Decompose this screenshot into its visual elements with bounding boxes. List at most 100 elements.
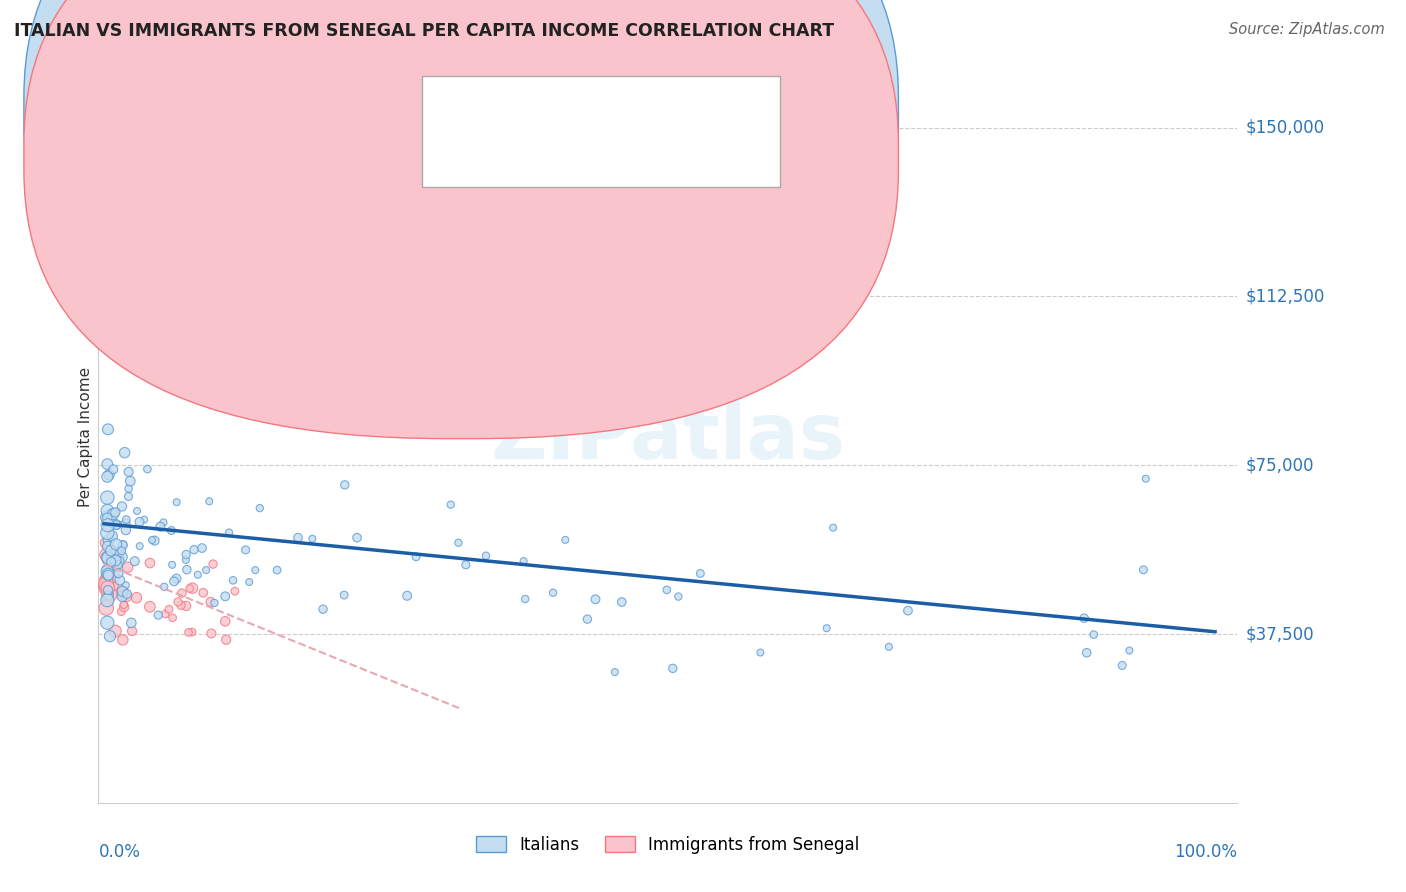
Point: [117, 465, 139, 479]
Point: [111, 549, 134, 564]
Point: [97, 567, 120, 582]
Point: [125, 591, 148, 605]
Text: 51: 51: [650, 148, 678, 166]
Text: 100.0%: 100.0%: [1174, 843, 1237, 861]
Point: [97, 518, 120, 533]
Point: [1132, 563, 1154, 577]
Point: [97, 540, 120, 554]
Point: [166, 495, 188, 509]
Point: [585, 592, 607, 607]
Point: [515, 591, 537, 606]
Point: [447, 535, 470, 549]
Point: [454, 558, 477, 572]
Point: [104, 553, 127, 567]
Text: 0.0%: 0.0%: [98, 843, 141, 861]
Point: [200, 626, 222, 640]
Point: [238, 575, 260, 590]
Point: [97, 587, 120, 601]
Point: [179, 582, 201, 596]
Point: [97, 533, 120, 548]
Text: $75,000: $75,000: [1246, 456, 1315, 475]
Point: [176, 563, 198, 577]
Point: [96, 470, 118, 484]
Point: [108, 573, 131, 587]
Point: [125, 504, 148, 518]
Text: 132: 132: [650, 102, 683, 120]
Point: [301, 532, 323, 546]
Point: [108, 549, 131, 564]
Point: [100, 555, 122, 569]
Point: [440, 498, 463, 512]
Point: [333, 478, 356, 492]
Point: [139, 556, 162, 570]
Point: [97, 582, 120, 597]
Point: [101, 578, 124, 592]
Point: [134, 512, 156, 526]
Point: [100, 506, 122, 520]
Point: [112, 599, 135, 614]
Point: [235, 542, 257, 557]
Point: [183, 542, 205, 557]
FancyBboxPatch shape: [24, 0, 898, 439]
Point: [823, 521, 845, 535]
Point: [249, 501, 271, 516]
Point: [117, 560, 139, 574]
Point: [103, 569, 125, 583]
Point: [114, 516, 136, 531]
Point: [98, 467, 121, 482]
Point: [174, 548, 197, 562]
Point: [96, 525, 118, 540]
Point: [103, 462, 125, 476]
Point: [97, 592, 120, 607]
Point: [96, 491, 118, 505]
FancyBboxPatch shape: [24, 0, 898, 392]
Point: [97, 422, 120, 436]
Point: [214, 615, 236, 629]
Point: [346, 531, 368, 545]
Point: [111, 500, 134, 514]
Point: [96, 457, 118, 471]
Point: [111, 538, 134, 552]
Point: [111, 589, 134, 603]
Text: R =: R =: [488, 148, 527, 166]
Point: [749, 646, 772, 660]
Point: [97, 589, 120, 603]
Point: [405, 549, 427, 564]
Point: [115, 523, 138, 537]
Point: [554, 533, 576, 547]
Point: [152, 516, 174, 530]
Y-axis label: Per Capita Income: Per Capita Income: [77, 367, 93, 508]
Point: [579, 246, 602, 260]
Point: [108, 545, 131, 559]
Point: [114, 445, 136, 459]
Point: [124, 554, 146, 568]
Point: [245, 563, 267, 577]
Point: [1083, 627, 1105, 641]
Legend: Italians, Immigrants from Senegal: Italians, Immigrants from Senegal: [470, 829, 866, 860]
Point: [128, 539, 150, 553]
Point: [685, 368, 707, 383]
Point: [215, 632, 238, 647]
Point: [174, 599, 197, 613]
Point: [96, 572, 118, 586]
Point: [96, 548, 118, 562]
Point: [112, 598, 135, 612]
Text: -0.195: -0.195: [533, 148, 591, 166]
Point: [96, 510, 118, 524]
Point: [128, 515, 150, 529]
Point: [610, 595, 633, 609]
Point: [111, 632, 134, 647]
Point: [655, 582, 678, 597]
Point: [101, 507, 124, 521]
Point: [167, 595, 190, 609]
Point: [104, 624, 127, 639]
Text: R =: R =: [488, 102, 527, 120]
Point: [120, 474, 142, 488]
Point: [96, 503, 118, 517]
Point: [96, 550, 118, 565]
Point: [96, 510, 118, 524]
Point: [96, 536, 118, 550]
Point: [170, 598, 193, 612]
Point: [96, 565, 118, 579]
Point: [98, 587, 121, 601]
